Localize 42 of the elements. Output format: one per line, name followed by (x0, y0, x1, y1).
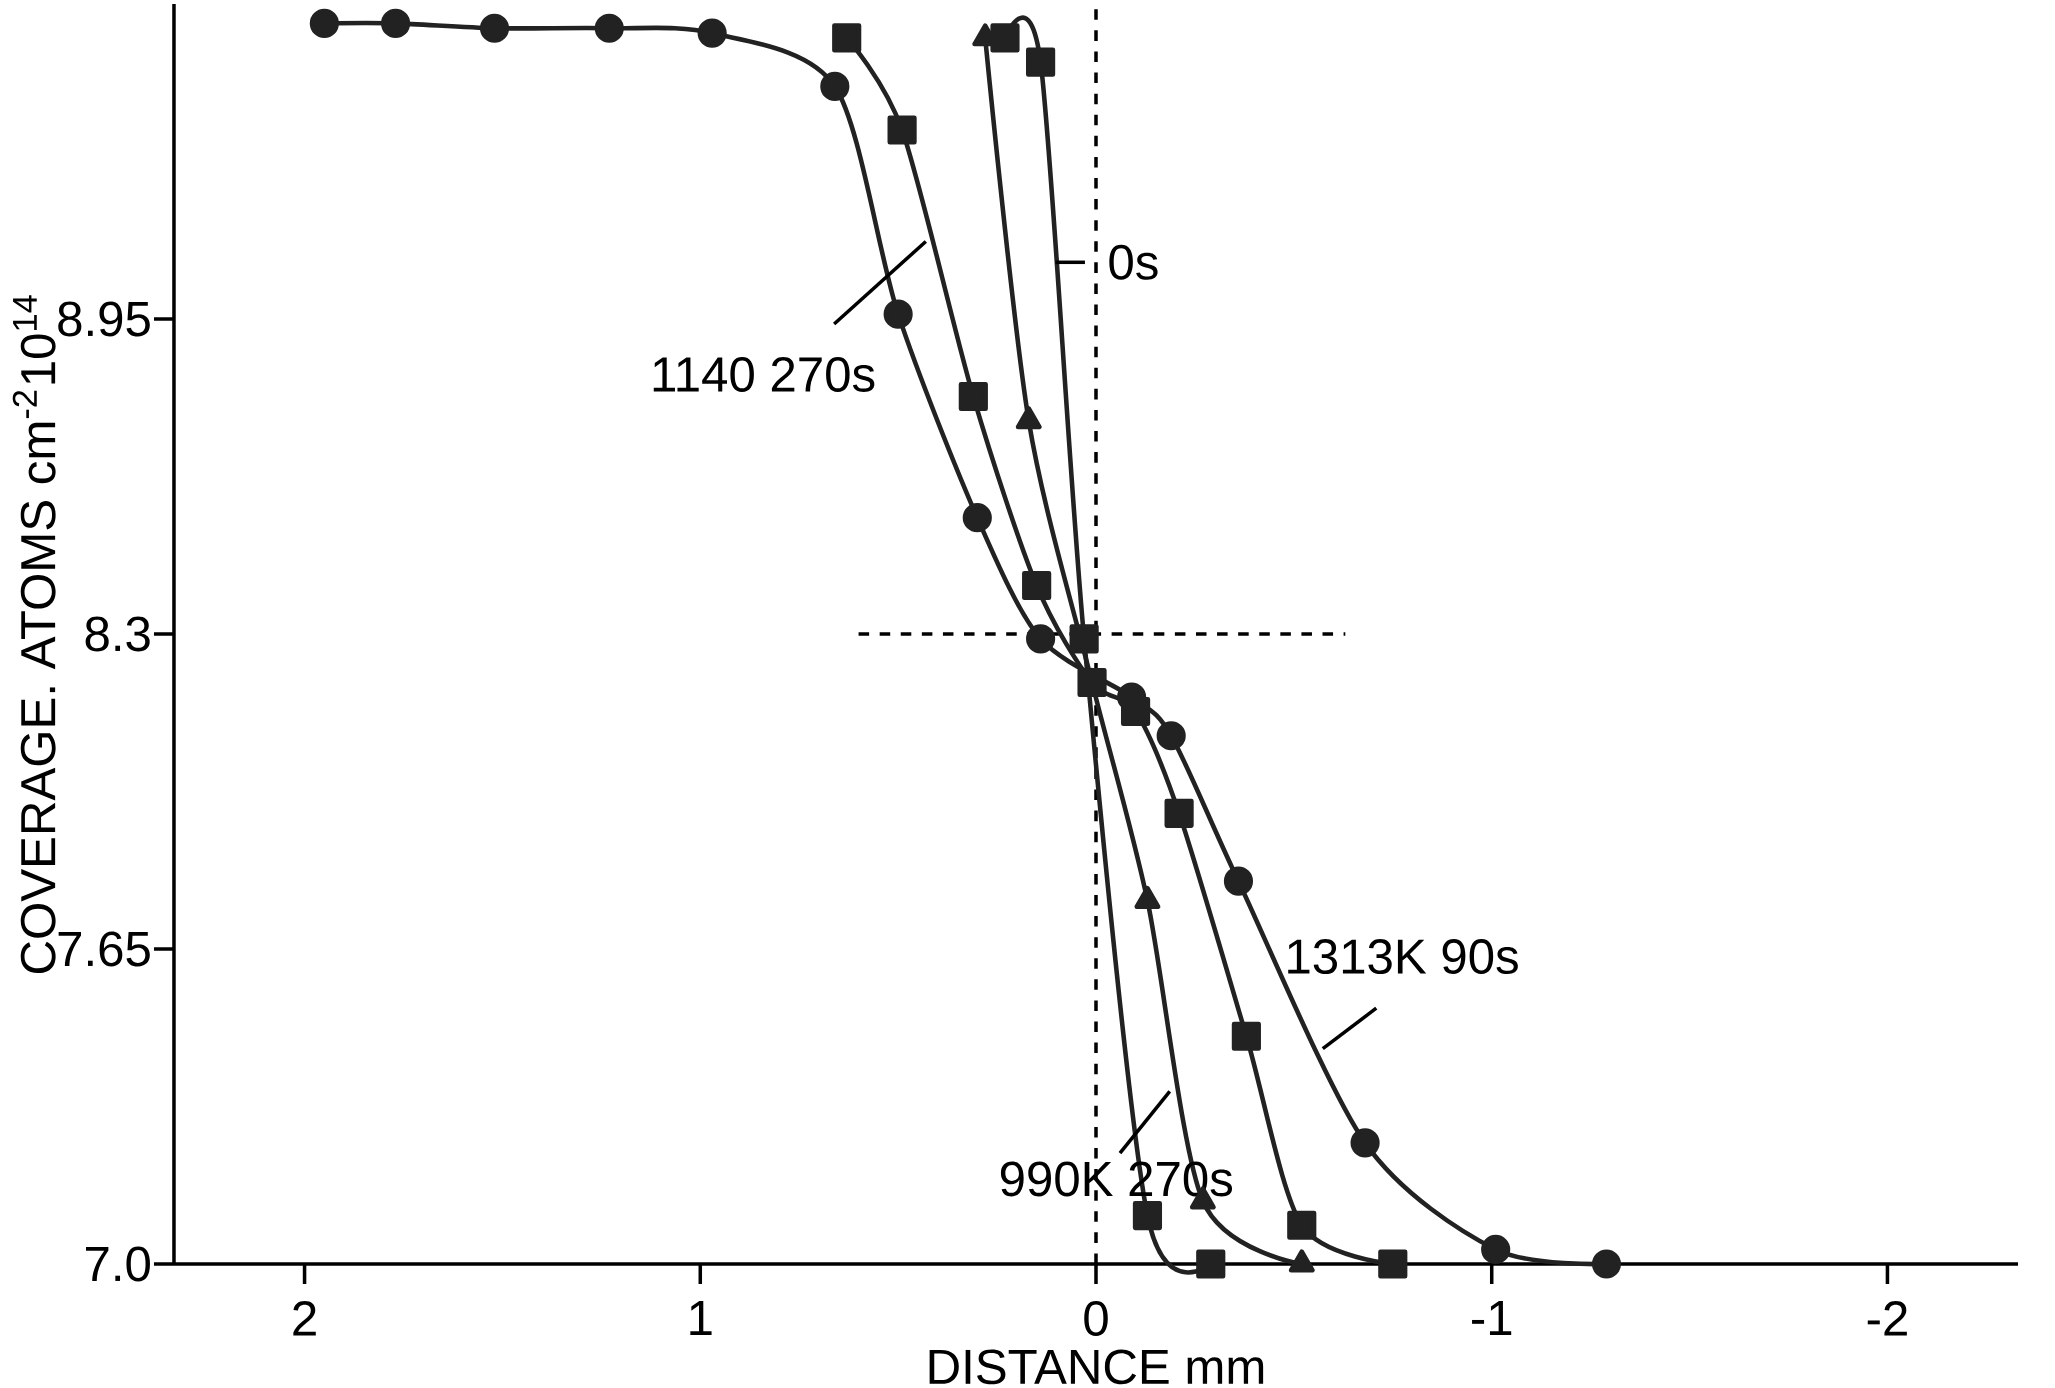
point (1196, 1249, 1226, 1279)
point (958, 381, 988, 412)
x-tick-label: 1 (690, 1301, 712, 1335)
point (1223, 866, 1254, 896)
point (1591, 1249, 1622, 1279)
point (1378, 1249, 1408, 1279)
point (1026, 624, 1056, 654)
point (1287, 1210, 1317, 1240)
point (380, 8, 411, 38)
y-tick-label: 8.3 (85, 616, 150, 652)
y-axis-title: COVERAGE. ATOMS cm$^{-2}$10$^{14}$ (12, 295, 56, 974)
point (887, 115, 917, 145)
point (594, 13, 624, 43)
point (1120, 696, 1151, 727)
x-tick-label: 2 (293, 1301, 316, 1336)
point (962, 503, 992, 533)
point (820, 71, 850, 101)
x-tick-label: -2 (1867, 1301, 1907, 1336)
point (990, 23, 1020, 53)
y-tick-label: 7.65 (58, 931, 150, 967)
y-tick-label: 8.95 (58, 301, 150, 337)
point (697, 18, 727, 48)
x-axis-title: DISTANCE mm (929, 1349, 1264, 1385)
point (1481, 1234, 1511, 1265)
x-tick-label: -1 (1472, 1301, 1512, 1335)
point (1164, 798, 1194, 828)
point (1026, 47, 1056, 77)
point (1132, 1200, 1163, 1231)
point (1156, 721, 1186, 751)
point (479, 13, 510, 43)
point (1022, 570, 1052, 601)
point (883, 299, 913, 329)
x-tick-label: 0 (1084, 1301, 1108, 1336)
y-tick-label: 7.0 (86, 1246, 150, 1282)
annotation: 1140 270s (653, 356, 875, 392)
point (1350, 1128, 1380, 1158)
annotation: 1313K 90s (1288, 939, 1518, 974)
point (1231, 1021, 1261, 1051)
point (1069, 624, 1099, 654)
annotation: 0s (1109, 244, 1158, 280)
point (309, 8, 339, 38)
point (832, 23, 862, 53)
